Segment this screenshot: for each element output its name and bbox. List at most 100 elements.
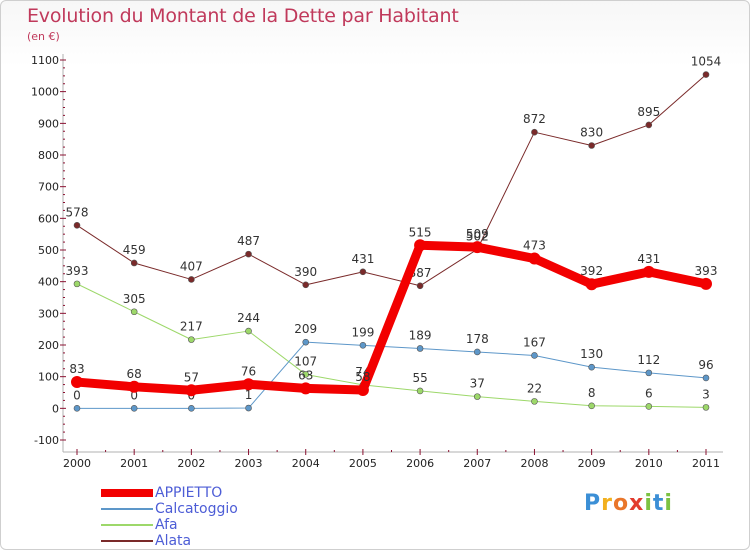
data-label: 407 <box>180 259 203 273</box>
chart-title: Evolution du Montant de la Dette par Hab… <box>27 5 459 27</box>
data-point <box>188 336 195 343</box>
data-point <box>531 128 538 136</box>
data-point <box>642 265 655 278</box>
data-label: 55 <box>412 371 427 385</box>
x-tick-label: 2009 <box>578 457 606 470</box>
data-label: 6 <box>645 386 653 400</box>
data-label: 1054 <box>691 55 722 69</box>
chart-subtitle: (en €) <box>27 30 60 43</box>
data-label: 96 <box>698 358 713 372</box>
data-label: 895 <box>637 105 660 119</box>
data-point <box>130 405 138 412</box>
data-point <box>416 282 424 290</box>
data-label: 305 <box>123 292 146 306</box>
data-point <box>471 241 484 254</box>
y-tick-label: 1000 <box>31 86 59 99</box>
y-tick-label: 900 <box>38 117 59 130</box>
data-point <box>302 281 310 289</box>
logo-letter: P <box>584 491 602 516</box>
data-label: 392 <box>580 264 603 278</box>
legend-item: Calcatoggio <box>101 501 238 517</box>
logo-letter: r <box>601 491 613 516</box>
data-label: 390 <box>294 265 317 279</box>
data-point <box>700 277 712 290</box>
data-point <box>588 402 595 410</box>
data-label: 515 <box>409 225 432 239</box>
data-point <box>645 403 653 410</box>
y-tick-label: 800 <box>38 149 59 162</box>
legend-label: APPIETTO <box>155 485 223 501</box>
data-point <box>645 369 653 377</box>
x-tick-label: 2011 <box>692 457 720 470</box>
data-label: 68 <box>127 367 142 381</box>
y-tick-label: 400 <box>38 276 59 289</box>
data-point <box>73 280 81 288</box>
data-point <box>473 348 481 356</box>
series-line <box>72 240 711 395</box>
data-label: 167 <box>523 335 546 349</box>
data-label: 37 <box>470 377 485 391</box>
data-label: 244 <box>237 311 260 325</box>
legend-swatch <box>101 489 153 497</box>
data-label: 83 <box>69 362 84 376</box>
data-label: 57 <box>184 370 199 384</box>
data-point <box>242 378 255 391</box>
data-point <box>416 387 424 395</box>
x-tick-label: 2000 <box>63 457 91 470</box>
y-tick-label: -100 <box>34 434 59 447</box>
x-tick-label: 2001 <box>120 457 148 470</box>
chart-legend: APPIETTO Calcatoggio Afa Alata <box>101 485 238 549</box>
data-label: 76 <box>241 364 256 378</box>
data-label: 487 <box>237 234 260 248</box>
data-label: 130 <box>580 347 603 361</box>
legend-item: Afa <box>101 517 238 533</box>
data-point <box>416 345 424 352</box>
data-label: 58 <box>355 370 370 384</box>
data-point <box>702 404 710 411</box>
y-tick-label: 100 <box>38 371 59 384</box>
data-point <box>185 384 198 397</box>
data-point <box>531 398 538 405</box>
data-point <box>245 327 252 335</box>
y-tick-label: 1100 <box>31 54 59 67</box>
data-label: 22 <box>527 381 542 395</box>
data-label: 502 <box>466 229 489 243</box>
data-label: 178 <box>466 332 489 346</box>
data-label: 431 <box>351 252 374 266</box>
data-label: 112 <box>637 353 660 367</box>
data-label: 1 <box>245 388 253 402</box>
x-tick-label: 2003 <box>235 457 263 470</box>
data-point <box>645 121 653 129</box>
data-point <box>302 371 310 378</box>
data-point <box>302 338 310 346</box>
data-label: 872 <box>523 112 546 126</box>
y-tick-label: 300 <box>38 307 59 320</box>
logo-letter: x <box>629 491 645 516</box>
data-label: 0 <box>73 388 81 402</box>
data-label: 8 <box>588 386 596 400</box>
series-line <box>76 283 707 408</box>
data-label: 473 <box>523 239 546 253</box>
data-point <box>414 239 427 252</box>
x-tick-label: 2006 <box>406 457 434 470</box>
y-tick-label: 700 <box>38 181 59 194</box>
proxiti-logo: Proxiti <box>584 491 673 516</box>
data-point <box>188 276 195 283</box>
y-tick-label: 200 <box>38 339 59 352</box>
data-point <box>71 376 83 389</box>
legend-item: Alata <box>101 533 238 549</box>
legend-label: Calcatoggio <box>155 501 238 517</box>
data-point <box>702 374 710 382</box>
data-point <box>130 259 138 267</box>
x-tick-label: 2004 <box>292 457 320 470</box>
data-point <box>128 380 141 393</box>
data-point <box>73 222 81 229</box>
data-label: 199 <box>351 325 374 339</box>
data-point <box>188 405 195 412</box>
legend-item: APPIETTO <box>101 485 238 501</box>
data-point <box>299 382 312 395</box>
data-label: 0 <box>130 388 138 402</box>
data-point <box>245 250 252 258</box>
y-tick-label: 500 <box>38 244 59 257</box>
